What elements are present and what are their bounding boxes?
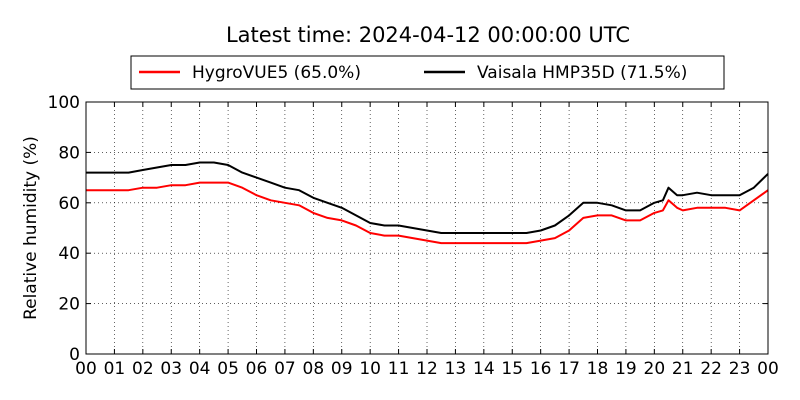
x-tick-label: 04 <box>189 359 211 379</box>
y-tick-label: 40 <box>58 244 80 264</box>
x-tick-label: 16 <box>530 359 552 379</box>
legend: HygroVUE5 (65.0%) Vaisala HMP35D (71.5%) <box>130 55 725 90</box>
x-tick-label: 20 <box>644 359 666 379</box>
x-tick-label: 19 <box>615 359 637 379</box>
series-line-vaisala <box>86 161 769 234</box>
y-tick-label: 60 <box>58 194 80 214</box>
x-tick-label: 12 <box>416 359 438 379</box>
x-tick-label: 05 <box>217 359 239 379</box>
y-tick-label: 20 <box>58 295 80 315</box>
x-tick-label: 00 <box>757 359 779 379</box>
plot-area: 00 01 02 03 04 05 06 07 08 09 10 11 12 13 14 15 16 17 18 19… <box>48 93 779 379</box>
x-tick-label: 13 <box>445 359 467 379</box>
x-tick-label: 11 <box>388 359 410 379</box>
x-tick-label: 14 <box>473 359 495 379</box>
x-tick-label: 17 <box>558 359 580 379</box>
x-tick-label: 08 <box>303 359 325 379</box>
legend-label-hygrovue5: HygroVUE5 (65.0%) <box>192 63 361 83</box>
x-tick-label: 15 <box>501 359 523 379</box>
x-tick-label: 06 <box>246 359 268 379</box>
x-tick-label: 02 <box>132 359 154 379</box>
x-tick-label: 01 <box>104 359 126 379</box>
x-tick-label: 00 <box>75 359 97 379</box>
x-tick-label: 23 <box>729 359 751 379</box>
x-tick-label: 22 <box>700 359 722 379</box>
legend-label-vaisala: Vaisala HMP35D (71.5%) <box>477 63 687 83</box>
y-tick-label: 100 <box>48 93 80 113</box>
x-tick-label: 03 <box>160 359 182 379</box>
y-tick-label: 0 <box>69 345 80 365</box>
y-axis-label: Relative humidity (%) <box>21 136 41 320</box>
x-tick-label: 10 <box>359 359 381 379</box>
x-tick-label: 09 <box>331 359 353 379</box>
x-tick-label: 07 <box>274 359 296 379</box>
y-tick-label: 80 <box>58 143 80 163</box>
series-line-hygrovue5 <box>86 181 769 245</box>
x-tick-label: 18 <box>587 359 609 379</box>
plot-frame <box>85 101 769 355</box>
x-tick-label: 21 <box>672 359 694 379</box>
chart-title: Latest time: 2024-04-12 00:00:00 UTC <box>226 23 630 47</box>
